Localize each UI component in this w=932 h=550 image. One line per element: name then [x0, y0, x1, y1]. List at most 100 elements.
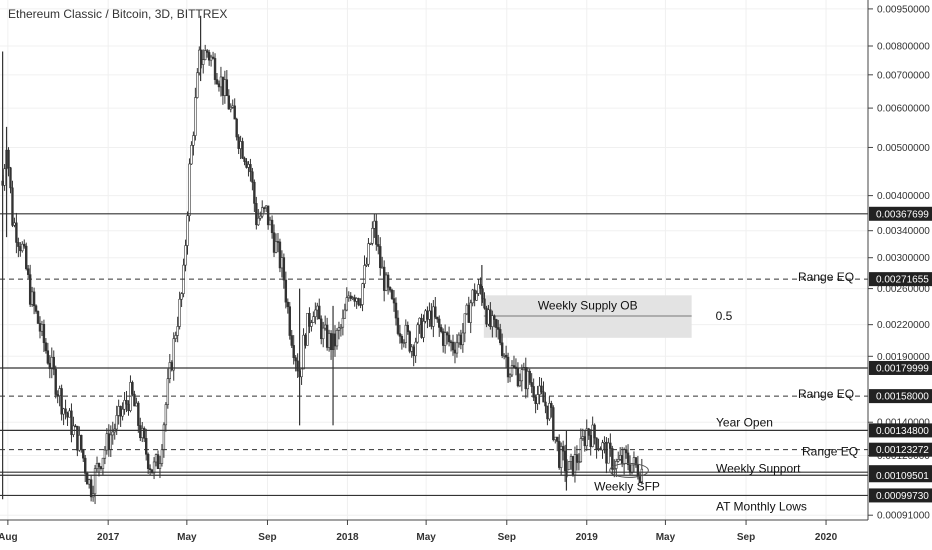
candle-body	[7, 149, 10, 169]
candle-body	[219, 76, 223, 88]
candle-body	[58, 388, 61, 396]
candle-body	[489, 309, 492, 327]
candle-body	[172, 338, 175, 371]
candle-body	[166, 378, 170, 405]
candle-body	[396, 317, 400, 334]
candle-body	[213, 58, 217, 80]
candle-body	[194, 97, 197, 136]
candle-body	[170, 362, 173, 371]
candle-body	[52, 356, 55, 370]
candle-body	[534, 396, 537, 404]
candle-body	[406, 324, 409, 332]
time-tick-label: Sep	[737, 532, 755, 543]
candle-body	[530, 382, 533, 387]
supply-zone-box	[483, 295, 692, 338]
candle-body	[288, 306, 291, 336]
candle-body	[508, 374, 512, 378]
candle-body	[133, 393, 136, 407]
level-annotation: Weekly Support	[716, 461, 801, 475]
chart-zones	[483, 295, 692, 338]
candle-body	[13, 222, 16, 226]
candle-body	[111, 431, 114, 436]
candle-body	[601, 442, 604, 451]
candle-body	[384, 274, 388, 291]
candle-body	[587, 428, 590, 436]
candle-body	[607, 442, 610, 464]
candle-body	[156, 454, 160, 469]
candle-body	[139, 425, 142, 439]
level-annotation: Range EQ	[798, 270, 854, 284]
candle-body	[473, 289, 476, 301]
level-price-tag	[869, 468, 932, 483]
candle-body	[205, 50, 209, 53]
level-price-label: 0.00179999	[876, 363, 929, 374]
candle-body	[34, 305, 38, 312]
price-candles	[1, 15, 644, 505]
candle-body	[154, 454, 158, 463]
price-tick-label: 0.00800000	[877, 41, 930, 52]
candle-body	[19, 246, 22, 252]
candle-body	[308, 312, 311, 327]
candle-body	[227, 95, 231, 110]
candle-body	[479, 284, 482, 289]
candle-body	[274, 241, 278, 253]
candle-body	[233, 105, 236, 120]
level-annotation: Year Open	[716, 415, 773, 429]
candle-body	[424, 310, 427, 322]
candle-body	[190, 145, 193, 165]
candle-body	[351, 297, 354, 299]
candle-body	[184, 245, 187, 266]
level-price-label: 0.00134800	[876, 426, 929, 437]
candle-body	[569, 456, 573, 462]
sfp-label: Weekly SFP	[594, 479, 660, 493]
candle-body	[101, 457, 105, 469]
candle-body	[235, 118, 238, 138]
candle-body	[329, 333, 333, 351]
candle-body	[379, 246, 382, 269]
candle-body	[50, 356, 53, 370]
candle-body	[146, 454, 150, 469]
level-price-label: 0.00367699	[876, 209, 929, 220]
candle-body	[467, 304, 470, 323]
time-tick-label: Sep	[258, 532, 276, 543]
candle-body	[420, 317, 423, 338]
candle-body	[520, 369, 524, 382]
candle-body	[257, 217, 260, 226]
supply-zone-mid-label: 0.5	[716, 309, 733, 323]
candle-body	[595, 437, 598, 450]
candle-body	[68, 410, 71, 418]
horizontal-levels[interactable]	[0, 213, 868, 497]
candle-body	[333, 333, 337, 347]
candle-body	[422, 321, 425, 338]
candle-body	[263, 207, 266, 209]
candle-body	[119, 406, 122, 417]
candle-body	[528, 370, 531, 383]
price-tick-label: 0.00190000	[877, 352, 930, 363]
candle-body	[186, 215, 189, 246]
candle-body	[302, 334, 305, 370]
time-axis[interactable]: Aug 2017 May Sep 2018 May Sep 2019 May Sep 2020	[0, 520, 838, 543]
candle-body	[290, 335, 293, 346]
candle-body	[457, 334, 461, 344]
candle-body	[611, 448, 614, 470]
level-annotation: AT Monthly Lows	[716, 499, 807, 513]
candle-body	[390, 289, 394, 299]
candle-body	[117, 406, 120, 416]
candle-body	[137, 402, 140, 426]
candle-body	[455, 342, 459, 354]
chart-grid	[0, 0, 868, 520]
candle-body	[618, 455, 622, 460]
candle-body	[107, 433, 111, 450]
candle-body	[593, 424, 596, 439]
candle-body	[414, 341, 417, 357]
candle-body	[469, 302, 472, 323]
candle-body	[617, 459, 620, 462]
price-axis[interactable]: 0.00950000 0.00800000 0.00700000 0.00600000…	[868, 4, 932, 522]
candle-body	[388, 287, 392, 291]
time-tick-label: May	[416, 532, 436, 543]
candle-body	[247, 164, 250, 168]
candle-body	[609, 442, 612, 449]
time-tick-label: 2018	[336, 532, 359, 543]
time-tick-label: May	[656, 532, 676, 543]
